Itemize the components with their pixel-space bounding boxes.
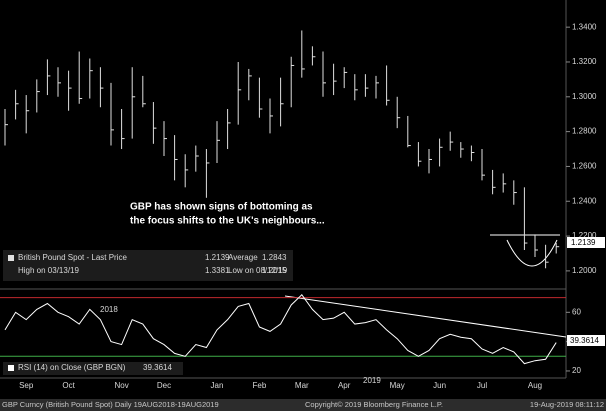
y-tick-label: 1.3000 xyxy=(572,92,597,101)
rsi-line xyxy=(4,293,557,365)
x-tick-label: Feb xyxy=(253,381,267,390)
rsi-trendline xyxy=(284,295,567,338)
x-tick-label: Jul xyxy=(477,381,487,390)
x-tick-label: Mar xyxy=(295,381,309,390)
x-tick-label: Apr xyxy=(338,381,351,390)
price-tag-label: 1.2139 xyxy=(571,238,596,247)
legend-value: 1.2139 xyxy=(205,253,230,262)
legend-label: Low on 08/12/19 xyxy=(228,266,288,275)
rsi-tag xyxy=(567,335,605,346)
y-tick-label: 1.2000 xyxy=(572,266,597,275)
y-tick-label: 20 xyxy=(572,366,581,375)
x-tick-label: May xyxy=(390,381,405,390)
price-tag xyxy=(567,237,605,248)
y-tick-label: 1.2600 xyxy=(572,162,597,171)
annotation: the focus shifts to the UK's neighbours.… xyxy=(130,216,325,227)
y-tick-label: 1.2800 xyxy=(572,127,597,136)
x-tick-label: Jun xyxy=(433,381,446,390)
legend-box xyxy=(3,362,183,375)
legend-box xyxy=(3,250,293,281)
legend-value: 1.2843 xyxy=(262,253,287,262)
legend-value: 39.3614 xyxy=(143,363,172,372)
y-tick-label: 60 xyxy=(572,307,581,316)
x-tick-label: Dec xyxy=(157,381,171,390)
rsi-tag-label: 39.3614 xyxy=(570,336,599,345)
legend-label: British Pound Spot - Last Price xyxy=(18,253,127,262)
legend-value: 1.2015 xyxy=(262,266,287,275)
x-tick-label: Aug xyxy=(528,381,542,390)
x-tick-label: Oct xyxy=(62,381,75,390)
legend-label: Average xyxy=(228,253,258,262)
y-tick-label: 1.3400 xyxy=(572,22,597,31)
year-label: 2018 xyxy=(100,305,118,314)
y-tick-label: 1.3200 xyxy=(572,57,597,66)
x-tick-label: Nov xyxy=(114,381,128,390)
legend-label: High on 03/13/19 xyxy=(18,266,79,275)
legend-value: 1.3381 xyxy=(205,266,230,275)
legend-swatch xyxy=(8,365,14,371)
year-label: 2019 xyxy=(363,376,381,385)
y-tick-label: 1.2400 xyxy=(572,196,597,205)
legend-swatch xyxy=(8,255,14,261)
footer-text: GBP Curncy (British Pound Spot) Daily 19… xyxy=(2,400,219,409)
footer-text: Copyright© 2019 Bloomberg Finance L.P. xyxy=(305,400,443,409)
x-tick-label: Jan xyxy=(211,381,224,390)
bottom-curve xyxy=(506,239,558,267)
footer-bar xyxy=(0,399,606,411)
annotation: GBP has shown signs of bottoming as xyxy=(130,202,313,213)
x-tick-label: Sep xyxy=(19,381,34,390)
legend-label: RSI (14) on Close (GBP BGN) xyxy=(18,363,126,372)
y-tick-label: 1.2200 xyxy=(572,231,597,240)
footer-text: 19-Aug-2019 08:11:12 xyxy=(530,400,604,409)
